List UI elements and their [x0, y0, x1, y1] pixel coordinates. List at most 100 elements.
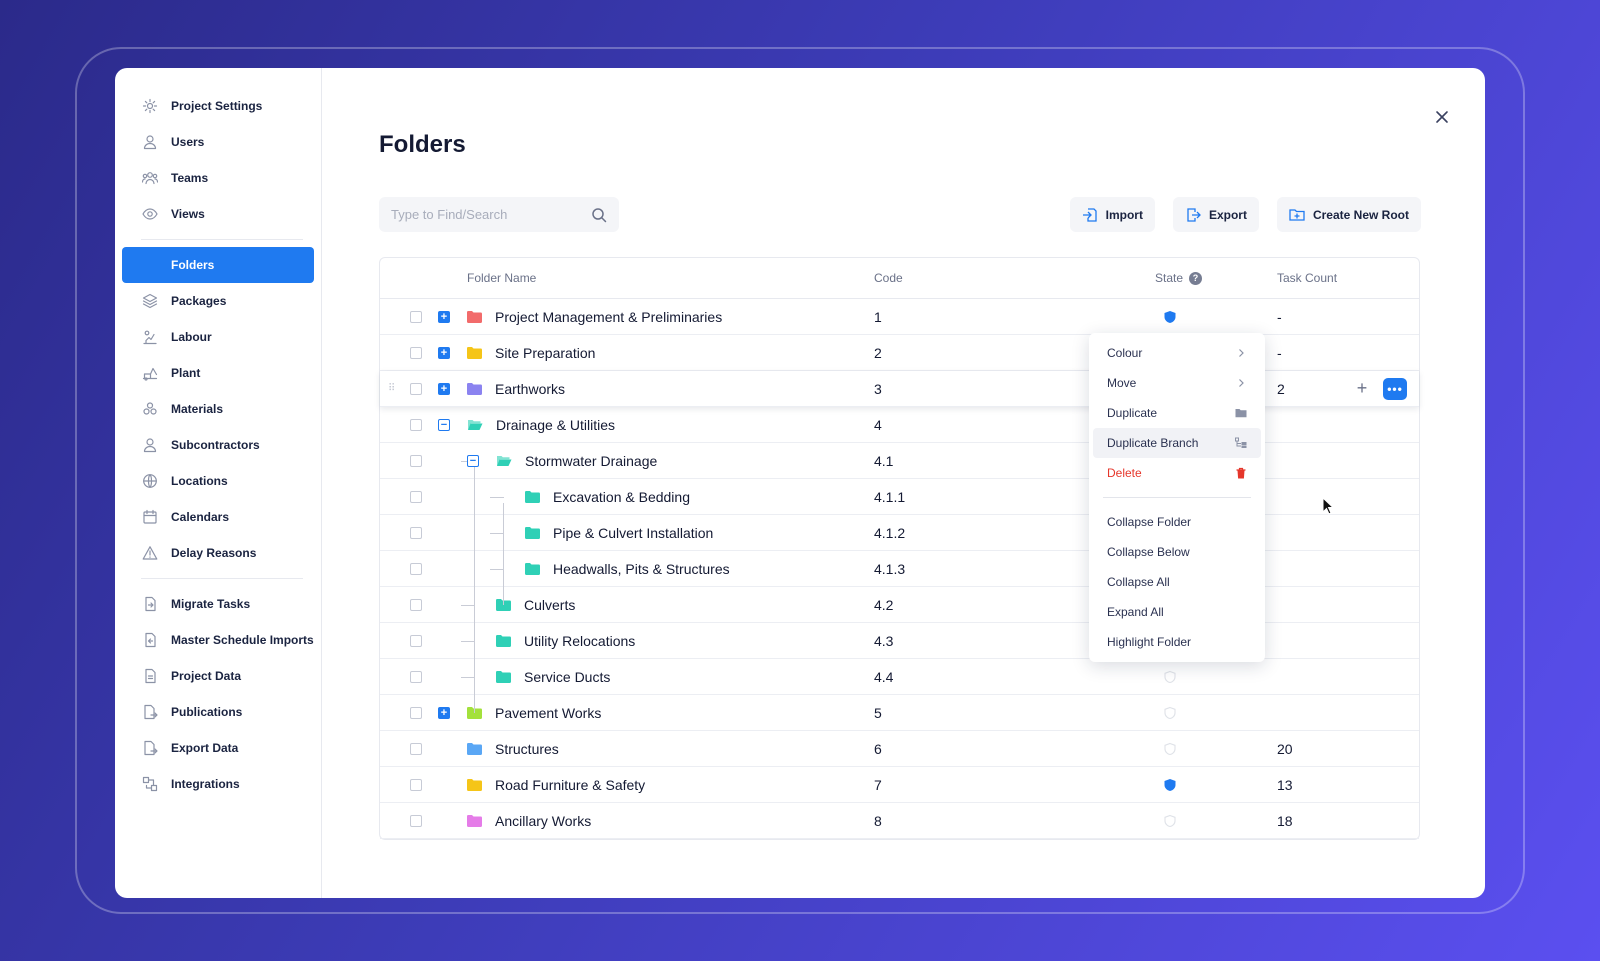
row-checkbox[interactable]	[410, 526, 422, 539]
collapse-icon[interactable]: −	[467, 455, 479, 467]
folder-name[interactable]: Excavation & Bedding	[553, 488, 690, 505]
expand-icon[interactable]: +	[438, 347, 450, 359]
row-checkbox[interactable]	[410, 310, 422, 323]
drag-handle-icon[interactable]: ⠿	[388, 383, 395, 394]
shield-empty-icon[interactable]	[1163, 706, 1177, 720]
sidebar-item-packages[interactable]: Packages	[122, 283, 314, 319]
folder-name[interactable]: Drainage & Utilities	[496, 416, 616, 433]
table-row[interactable]: + Project Management & Preliminaries 1 -	[380, 299, 1419, 335]
folder-name[interactable]: Headwalls, Pits & Structures	[553, 560, 730, 577]
chevron-right-icon	[1239, 379, 1244, 387]
sidebar-item-calendars[interactable]: Calendars	[122, 499, 314, 535]
folder-name[interactable]: Pipe & Culvert Installation	[553, 524, 714, 541]
more-options-button[interactable]: •••	[1383, 377, 1407, 400]
folder-name[interactable]: Culverts	[524, 596, 576, 613]
table-row[interactable]: + Pavement Works 5	[380, 695, 1419, 731]
table-row[interactable]: Headwalls, Pits & Structures 4.1.3	[380, 551, 1419, 587]
shield-empty-icon[interactable]	[1163, 742, 1177, 756]
sidebar-item-teams[interactable]: Teams	[122, 160, 314, 196]
row-checkbox[interactable]	[410, 742, 422, 755]
row-checkbox[interactable]	[410, 634, 422, 647]
folder-name[interactable]: Ancillary Works	[495, 812, 592, 829]
shield-empty-icon[interactable]	[1163, 814, 1177, 828]
folder-name[interactable]: Structures	[495, 740, 559, 757]
column-header-code[interactable]: Code	[874, 271, 903, 285]
sidebar-item-plant[interactable]: Plant	[122, 355, 314, 391]
table-row[interactable]: Ancillary Works 8 18	[380, 803, 1419, 839]
folder-name[interactable]: Utility Relocations	[524, 632, 636, 649]
sidebar-item-project-settings[interactable]: Project Settings	[122, 88, 314, 124]
row-checkbox[interactable]	[410, 670, 422, 683]
row-checkbox[interactable]	[410, 814, 422, 827]
sidebar-item-publications[interactable]: Publications	[122, 694, 314, 730]
expand-icon[interactable]: +	[438, 707, 450, 719]
folder-name[interactable]: Site Preparation	[495, 344, 596, 361]
table-row[interactable]: − Drainage & Utilities 4	[380, 407, 1419, 443]
menu-item-move[interactable]: Move	[1093, 368, 1261, 398]
export-icon	[1187, 207, 1201, 222]
sidebar-item-materials[interactable]: Materials	[122, 391, 314, 427]
search-input[interactable]	[391, 207, 591, 222]
menu-item-highlight-folder[interactable]: Highlight Folder	[1093, 627, 1261, 657]
sidebar-item-export-data[interactable]: Export Data	[122, 730, 314, 766]
expand-icon[interactable]: +	[438, 311, 450, 323]
row-checkbox[interactable]	[410, 346, 422, 359]
column-header-name[interactable]: Folder Name	[467, 271, 537, 285]
row-checkbox[interactable]	[410, 382, 422, 395]
sidebar-item-delay-reasons[interactable]: Delay Reasons	[122, 535, 314, 571]
menu-item-duplicate-branch[interactable]: Duplicate Branch	[1093, 428, 1261, 458]
menu-item-duplicate[interactable]: Duplicate	[1093, 398, 1261, 428]
sidebar-item-integrations[interactable]: Integrations	[122, 766, 314, 802]
table-row[interactable]: Structures 6 20	[380, 731, 1419, 767]
sidebar-item-migrate-tasks[interactable]: Migrate Tasks	[122, 586, 314, 622]
folder-code: 4	[874, 416, 882, 433]
export-button[interactable]: Export	[1172, 197, 1259, 232]
help-icon[interactable]: ?	[1189, 271, 1203, 285]
menu-item-colour[interactable]: Colour	[1093, 338, 1261, 368]
menu-item-collapse-below[interactable]: Collapse Below	[1093, 537, 1261, 567]
sidebar-item-project-data[interactable]: Project Data	[122, 658, 314, 694]
import-file-icon	[142, 632, 158, 648]
column-header-task-count[interactable]: Task Count	[1277, 271, 1338, 285]
collapse-icon[interactable]: −	[438, 419, 450, 431]
menu-item-collapse-all[interactable]: Collapse All	[1093, 567, 1261, 597]
folder-name[interactable]: Pavement Works	[495, 704, 602, 721]
folder-name[interactable]: Stormwater Drainage	[525, 452, 658, 469]
table-row[interactable]: Road Furniture & Safety 7 13	[380, 767, 1419, 803]
sidebar-item-users[interactable]: Users	[122, 124, 314, 160]
menu-item-expand-all[interactable]: Expand All	[1093, 597, 1261, 627]
sidebar-item-subcontractors[interactable]: Subcontractors	[122, 427, 314, 463]
sidebar-item-folders[interactable]: Folders	[122, 247, 314, 283]
folder-name[interactable]: Project Management & Preliminaries	[495, 308, 723, 325]
sidebar-item-master-schedule-imports[interactable]: Master Schedule Imports	[122, 622, 314, 658]
row-checkbox[interactable]	[410, 562, 422, 575]
search-icon[interactable]	[591, 207, 607, 223]
sidebar-item-locations[interactable]: Locations	[122, 463, 314, 499]
row-checkbox[interactable]	[410, 706, 422, 719]
table-row[interactable]: + Site Preparation 2 -	[380, 335, 1419, 371]
shield-locked-icon[interactable]	[1163, 778, 1177, 792]
folder-name[interactable]: Earthworks	[495, 380, 566, 397]
row-checkbox[interactable]	[410, 418, 422, 431]
menu-item-delete[interactable]: Delete	[1093, 458, 1261, 488]
table-row[interactable]: Service Ducts 4.4	[380, 659, 1419, 695]
folder-name[interactable]: Service Ducts	[524, 668, 611, 685]
shield-locked-icon[interactable]	[1163, 310, 1177, 324]
sidebar-item-views[interactable]: Views	[122, 196, 314, 232]
folder-name[interactable]: Road Furniture & Safety	[495, 776, 646, 793]
sidebar-item-labour[interactable]: Labour	[122, 319, 314, 355]
close-icon[interactable]	[1435, 110, 1449, 124]
menu-item-collapse-folder[interactable]: Collapse Folder	[1093, 507, 1261, 537]
row-checkbox[interactable]	[410, 598, 422, 611]
row-checkbox[interactable]	[410, 490, 422, 503]
import-button[interactable]: Import	[1069, 197, 1155, 232]
shield-empty-icon[interactable]	[1163, 670, 1177, 684]
trash-icon	[1236, 467, 1246, 479]
column-header-state[interactable]: State	[1155, 271, 1184, 285]
table-row[interactable]: Pipe & Culvert Installation 4.1.2	[380, 515, 1419, 551]
create-new-root-button[interactable]: Create New Root	[1276, 197, 1421, 232]
expand-icon[interactable]: +	[438, 383, 450, 395]
row-checkbox[interactable]	[410, 454, 422, 467]
row-checkbox[interactable]	[410, 778, 422, 791]
add-subfolder-button[interactable]: +	[1356, 378, 1368, 398]
